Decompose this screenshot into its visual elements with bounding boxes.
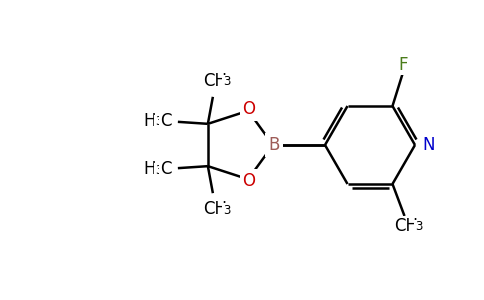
Text: N: N — [422, 136, 435, 154]
Text: B: B — [268, 136, 280, 154]
Text: CH: CH — [394, 217, 419, 235]
Text: F: F — [399, 56, 408, 74]
Text: O: O — [242, 100, 256, 118]
Text: 3: 3 — [223, 75, 230, 88]
Text: CH: CH — [203, 200, 227, 218]
Text: O: O — [242, 172, 256, 190]
Text: 3: 3 — [155, 164, 163, 177]
Text: 3: 3 — [155, 115, 163, 128]
Text: H: H — [144, 112, 156, 130]
Text: CH: CH — [203, 72, 227, 90]
Text: H: H — [144, 160, 156, 178]
Text: C: C — [160, 160, 172, 178]
Text: 3: 3 — [415, 220, 422, 233]
Text: 3: 3 — [223, 204, 230, 217]
Text: C: C — [160, 112, 172, 130]
